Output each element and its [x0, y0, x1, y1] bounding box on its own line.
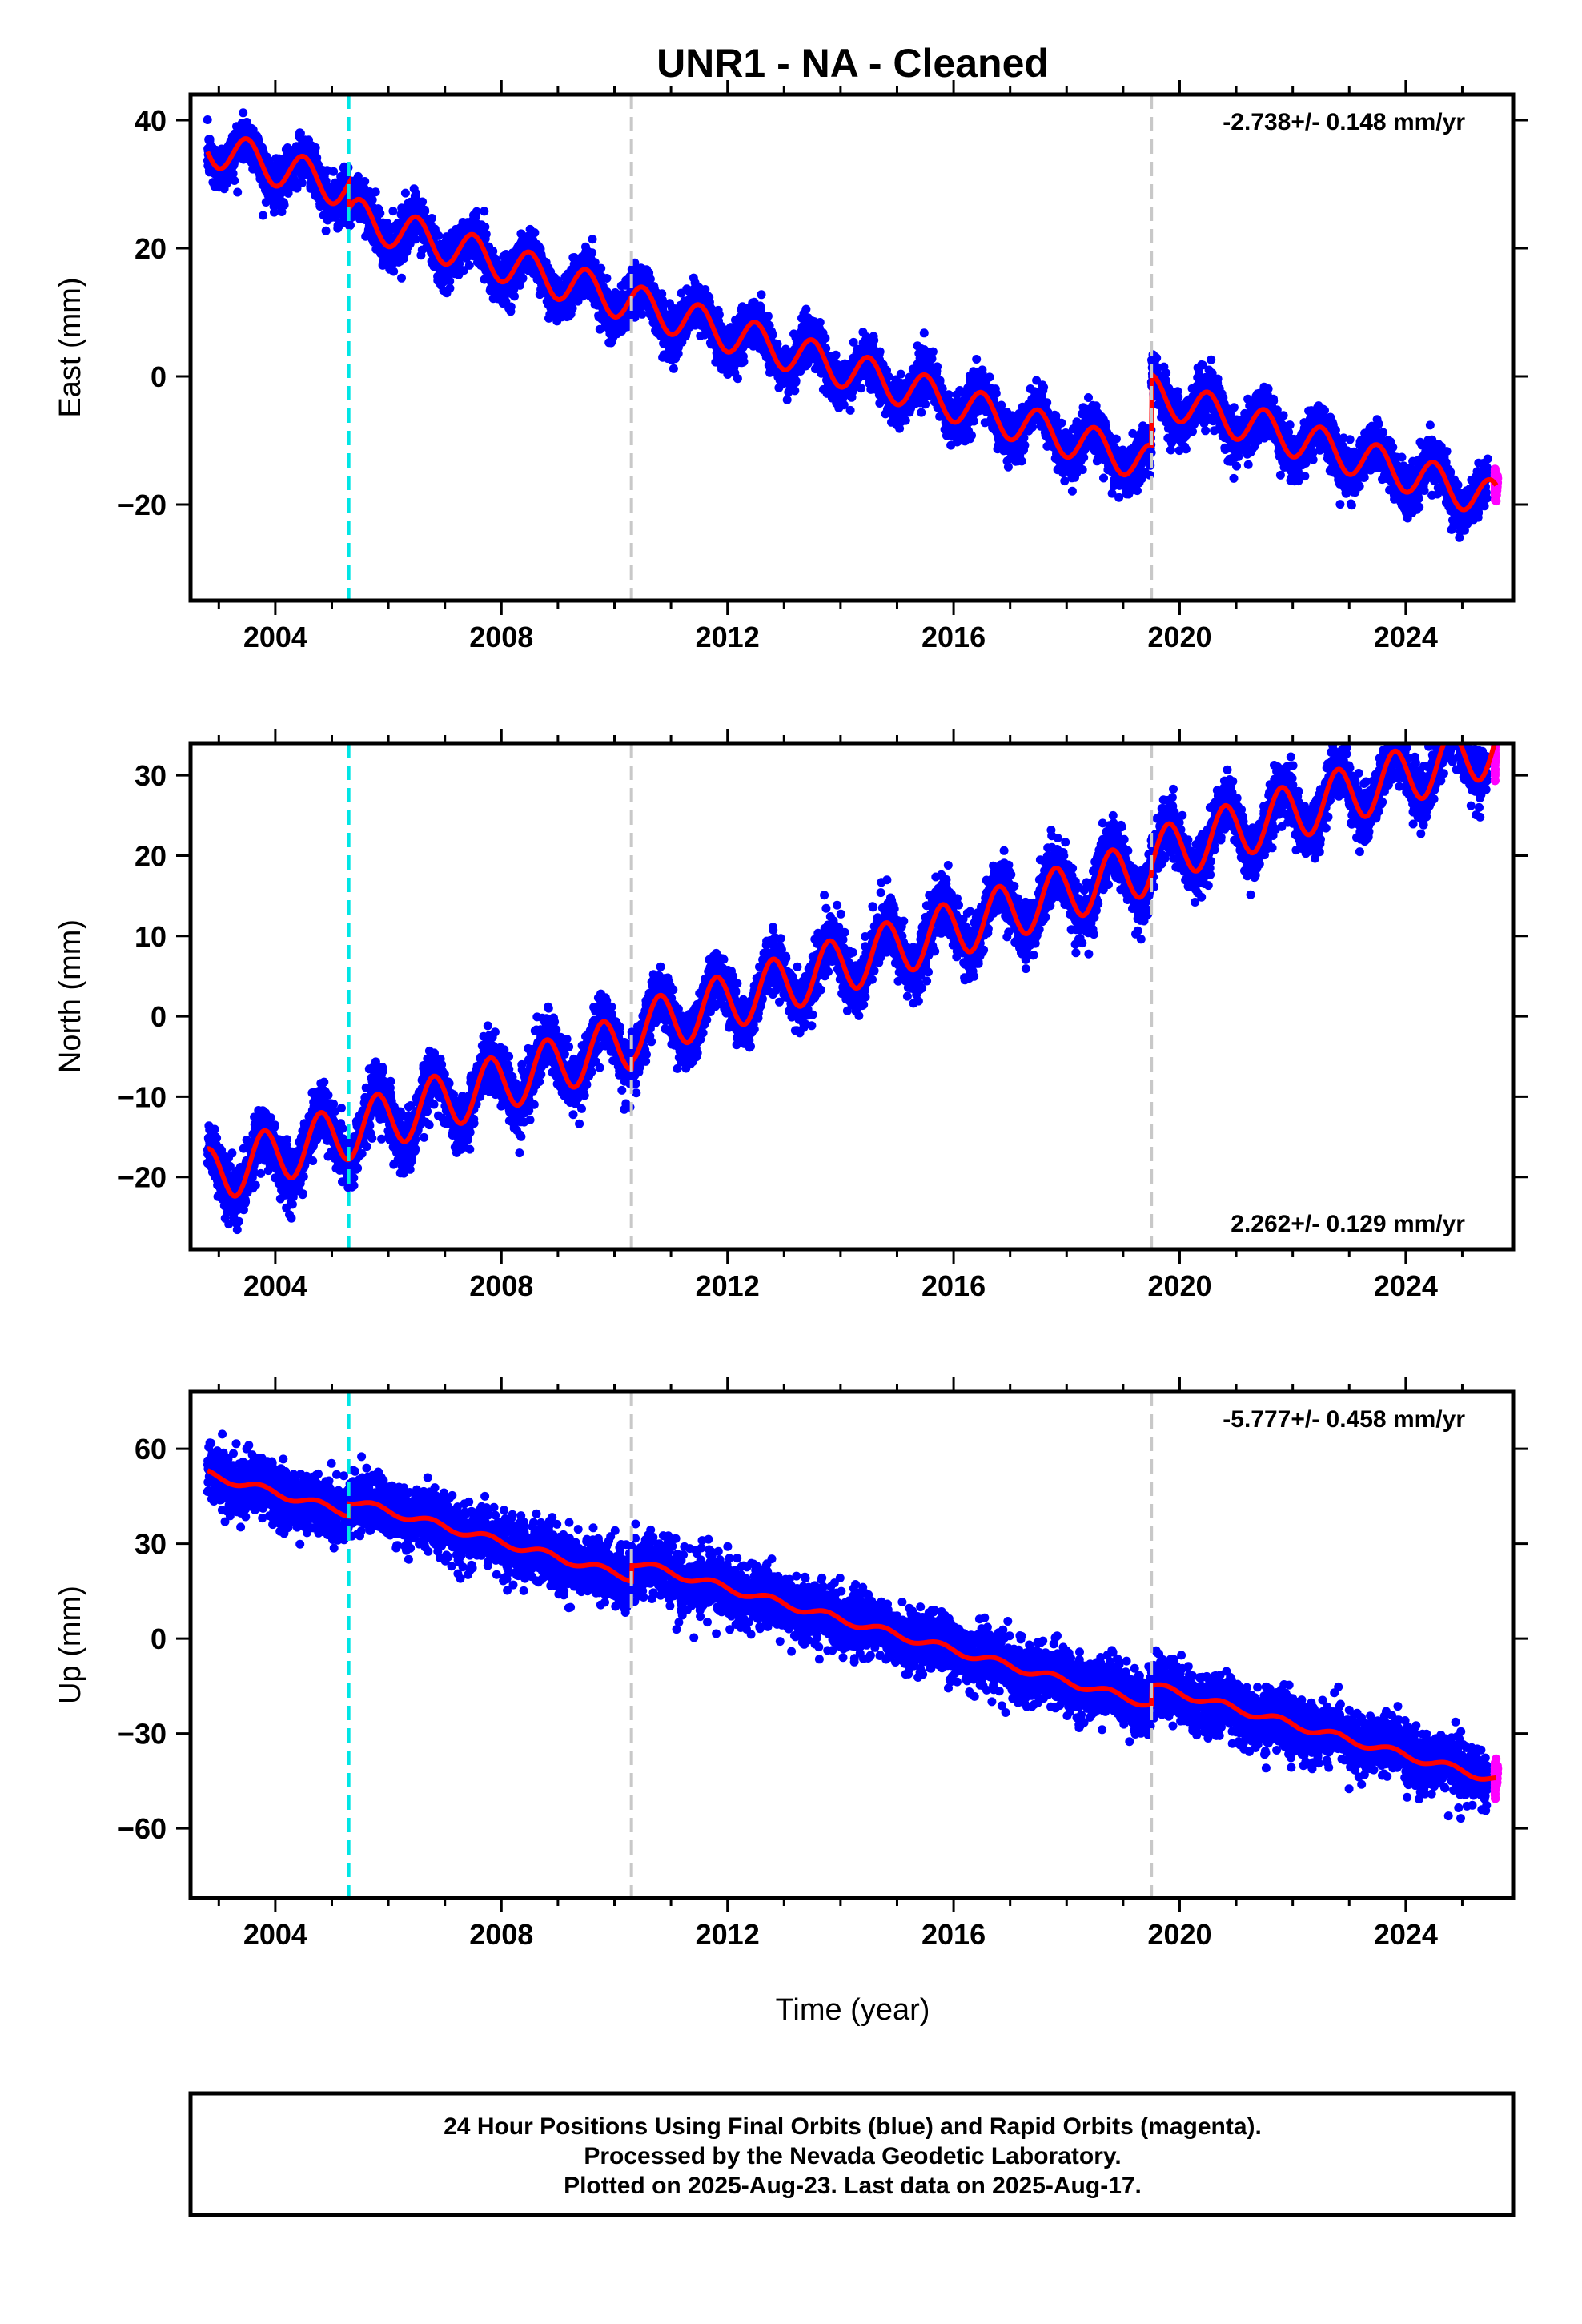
data-point	[969, 416, 978, 426]
data-point	[233, 187, 243, 197]
data-point	[588, 235, 597, 244]
data-point	[768, 330, 777, 340]
data-point	[933, 362, 942, 372]
data-point	[360, 177, 370, 186]
data-point	[259, 211, 268, 220]
data-point	[763, 312, 773, 321]
data-point	[480, 207, 489, 216]
data-point	[773, 340, 782, 348]
data-point	[588, 248, 597, 258]
data-point	[388, 207, 398, 216]
data-point	[896, 369, 905, 379]
data-point	[254, 136, 263, 146]
data-point	[875, 347, 885, 356]
data-point	[919, 328, 929, 338]
data-point	[297, 178, 307, 187]
data-point	[530, 228, 540, 238]
data-point	[346, 220, 355, 230]
data-point	[821, 333, 830, 343]
data-point	[205, 135, 215, 144]
data-point	[434, 231, 444, 240]
data-point	[782, 395, 792, 404]
data-point	[815, 318, 825, 327]
data-point	[371, 187, 380, 197]
data-point	[757, 290, 766, 300]
data-point	[397, 273, 406, 283]
data-point	[270, 207, 279, 217]
data-point	[791, 376, 801, 385]
data-point	[831, 350, 841, 360]
data-point	[279, 200, 289, 210]
data-point	[277, 207, 287, 216]
data-point	[596, 263, 606, 273]
data-point	[845, 405, 855, 415]
data-point	[857, 384, 866, 393]
data-point	[518, 274, 528, 283]
data-point	[321, 226, 331, 235]
data-point	[329, 167, 339, 176]
data-point	[801, 304, 811, 314]
data-point	[669, 364, 678, 373]
data-point	[935, 376, 945, 385]
data-point	[400, 188, 410, 198]
data-point	[944, 390, 954, 400]
data-point	[714, 310, 724, 320]
data-point	[602, 274, 612, 283]
data-point	[228, 169, 238, 179]
data-point	[418, 197, 428, 207]
data-point	[311, 143, 320, 152]
data-point	[928, 347, 938, 356]
data-point	[472, 207, 481, 216]
data-point	[921, 400, 930, 409]
data-point	[790, 386, 800, 396]
data-point	[375, 208, 385, 218]
data-point	[389, 267, 399, 276]
data-point	[203, 115, 212, 124]
data-point	[481, 230, 491, 239]
data-point	[295, 128, 305, 138]
data-point	[917, 408, 926, 417]
data-point	[733, 374, 742, 384]
data-point	[967, 431, 976, 440]
data-point	[230, 176, 239, 185]
data-point	[464, 260, 474, 270]
data-point	[972, 355, 982, 364]
final-orbit-points	[203, 108, 1492, 542]
data-point	[869, 336, 879, 345]
data-point	[239, 108, 248, 118]
plot-title: UNR1 - NA - Cleaned	[656, 41, 1049, 86]
data-point	[901, 416, 910, 425]
data-point	[739, 357, 749, 367]
data-point	[510, 292, 519, 301]
data-point	[411, 235, 420, 244]
data-point	[283, 188, 293, 198]
data-point	[427, 214, 436, 223]
data-point	[445, 283, 455, 293]
data-point	[568, 304, 577, 313]
data-point	[506, 302, 516, 312]
